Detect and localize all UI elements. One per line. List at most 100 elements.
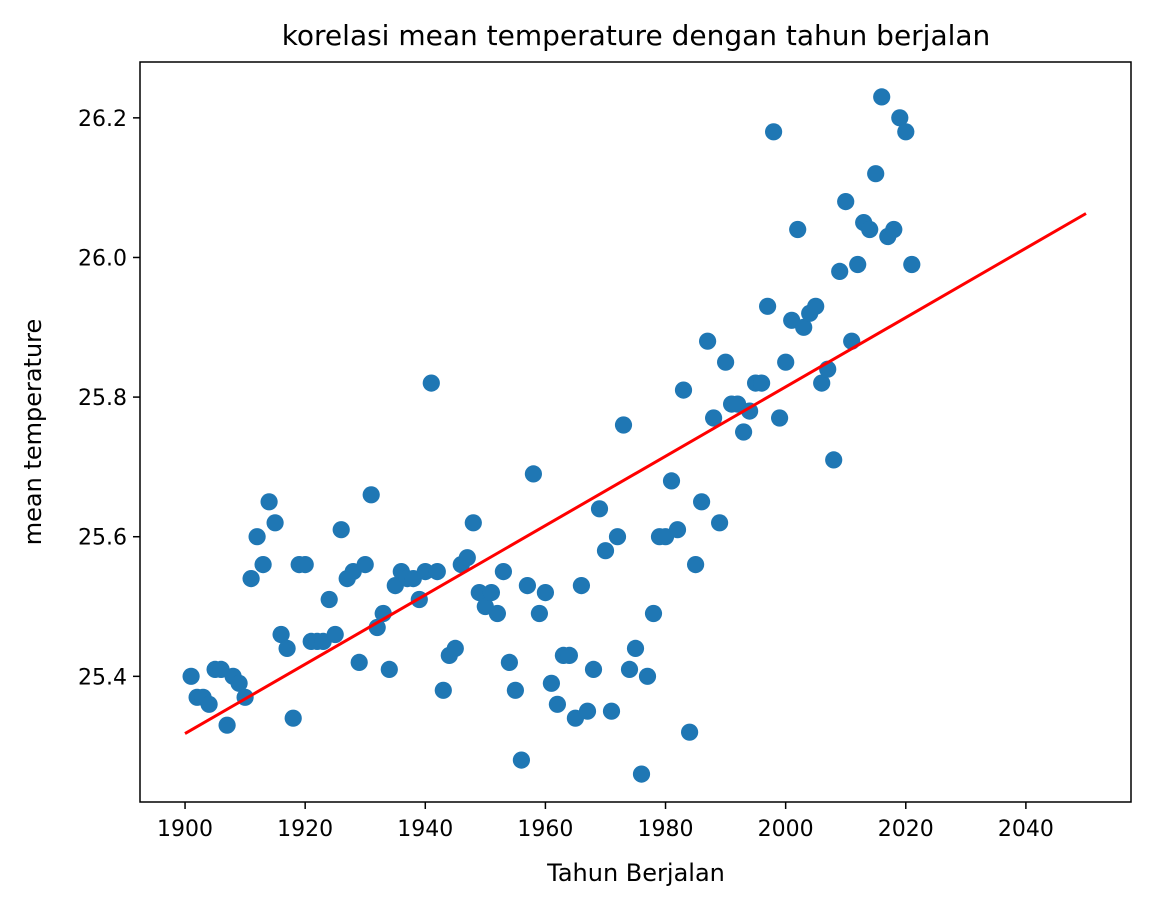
y-axis: 25.4 25.6 25.8 26.0 26.2 — [78, 107, 140, 690]
x-tick-label: 1980 — [638, 817, 694, 842]
data-point — [242, 570, 260, 588]
data-point — [278, 639, 296, 658]
data-point — [590, 500, 609, 518]
x-tick-label: 2020 — [878, 817, 934, 842]
x-tick-label: 1900 — [157, 817, 213, 842]
data-point — [891, 109, 909, 127]
data-point — [584, 660, 603, 679]
regression-line — [184, 212, 1087, 735]
data-point — [705, 409, 723, 427]
data-point — [530, 604, 549, 623]
data-point — [861, 220, 879, 239]
x-tick-label: 1940 — [397, 817, 453, 842]
data-point — [500, 653, 518, 672]
data-point — [362, 486, 380, 504]
data-point — [578, 702, 597, 720]
data-point — [254, 556, 272, 574]
data-point — [608, 528, 627, 546]
data-point — [524, 465, 543, 483]
data-point — [849, 255, 867, 274]
data-point — [717, 353, 735, 371]
data-point — [320, 590, 338, 609]
data-point — [687, 556, 705, 574]
data-point — [681, 723, 699, 741]
data-point — [614, 416, 633, 434]
x-tick-label: 2000 — [758, 817, 814, 842]
data-point — [506, 681, 524, 699]
data-point — [638, 667, 657, 685]
data-point — [434, 681, 452, 699]
y-tick-label: 25.6 — [78, 526, 127, 551]
data-point — [368, 618, 386, 637]
data-point — [380, 660, 398, 679]
data-point — [789, 220, 807, 239]
data-point — [464, 514, 482, 532]
data-point — [831, 262, 849, 280]
data-point — [542, 674, 561, 692]
data-point — [693, 493, 711, 511]
data-point — [662, 472, 681, 490]
plot-area — [182, 88, 1087, 783]
data-point — [897, 123, 915, 141]
data-point — [771, 409, 789, 427]
data-point — [620, 660, 639, 679]
data-point — [903, 255, 921, 274]
data-point — [759, 297, 777, 315]
data-point — [230, 674, 248, 692]
data-point — [765, 123, 783, 141]
data-point — [735, 423, 753, 441]
data-point — [332, 521, 350, 539]
data-point — [248, 528, 266, 546]
data-point — [446, 639, 464, 658]
data-point — [644, 604, 663, 623]
data-point — [284, 709, 302, 727]
data-point — [596, 542, 615, 560]
data-point — [777, 353, 795, 371]
x-axis: 1900 1920 1940 1960 1980 2000 2020 2040 — [157, 802, 1054, 842]
data-point — [272, 625, 290, 644]
data-point — [182, 667, 200, 685]
data-point — [218, 716, 236, 734]
data-point — [296, 556, 314, 574]
y-tick-label: 26.0 — [78, 246, 127, 271]
x-tick-label: 1960 — [517, 817, 573, 842]
data-point — [422, 374, 440, 392]
data-point — [260, 493, 278, 511]
data-point — [867, 165, 885, 183]
data-point — [807, 297, 825, 315]
data-point — [873, 88, 891, 106]
data-point — [482, 584, 500, 602]
y-tick-label: 26.2 — [78, 107, 127, 132]
data-point — [458, 549, 476, 567]
data-point — [632, 765, 651, 783]
data-point — [512, 751, 531, 769]
data-point — [626, 639, 645, 658]
data-point — [536, 584, 555, 602]
data-point — [266, 514, 284, 532]
data-point — [470, 584, 488, 602]
data-point — [428, 563, 446, 581]
data-point — [350, 653, 368, 672]
data-point — [548, 695, 567, 713]
data-point — [356, 556, 374, 574]
data-point — [753, 374, 771, 392]
data-point — [494, 563, 512, 581]
data-point — [711, 514, 729, 532]
data-point — [488, 604, 506, 623]
x-axis-label: Tahun Berjalan — [546, 859, 725, 887]
data-point — [602, 702, 621, 720]
data-point — [674, 381, 693, 399]
data-point — [885, 220, 903, 239]
y-axis-label: mean temperature — [19, 319, 47, 546]
data-point — [795, 318, 813, 336]
data-point — [699, 332, 717, 350]
axes-frame — [139, 61, 1132, 803]
x-tick-label: 2040 — [998, 817, 1054, 842]
data-point — [518, 577, 537, 595]
chart-title: korelasi mean temperature dengan tahun b… — [282, 19, 991, 52]
x-tick-label: 1920 — [277, 817, 333, 842]
data-point — [560, 646, 579, 665]
data-point — [326, 625, 344, 644]
